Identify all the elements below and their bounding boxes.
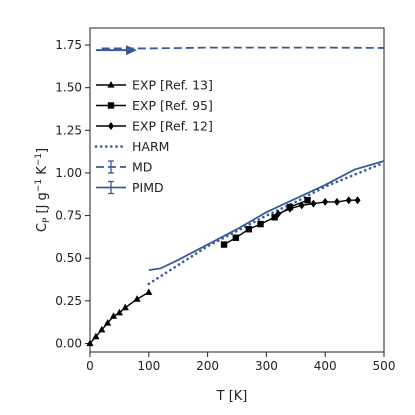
data-point-exp-ref-13 — [145, 288, 153, 295]
data-point-exp-ref-13 — [133, 295, 141, 302]
x-axis-label: T [K] — [216, 389, 248, 404]
series-line-pimd — [148, 160, 385, 272]
legend: EXP [Ref. 13] EXP [Ref. 95] EXP [Ref. 12] H… — [94, 78, 213, 195]
data-point-exp-ref-13 — [109, 312, 118, 319]
series-line-exp-ref-13 — [89, 291, 150, 344]
legend-marker-exp-ref-95 — [107, 102, 115, 109]
series-markers — [86, 196, 361, 347]
axes — [89, 27, 385, 353]
data-point-exp-ref-12 — [354, 196, 361, 205]
x-tick-label: 0 — [86, 359, 94, 373]
x-tick-label: 400 — [314, 359, 337, 373]
y-tick-label: 1.75 — [55, 38, 82, 52]
data-point-exp-ref-13 — [104, 319, 112, 326]
data-point-exp-ref-12 — [310, 199, 317, 208]
y-tick-label: 0.00 — [55, 336, 82, 350]
axis-ticks: 0 100 200 300 400 500 0.00 0.25 0.50 0.75 1.00 1.25… — [55, 38, 395, 373]
y-tick-label: 0.75 — [55, 209, 82, 223]
series-line-md — [101, 46, 385, 50]
data-point-exp-ref-13 — [115, 308, 123, 316]
legend-marker-exp-ref-13 — [107, 81, 115, 88]
x-tick-label: 500 — [373, 359, 396, 373]
y-tick-label: 0.25 — [55, 294, 82, 308]
data-point-exp-ref-95 — [220, 241, 228, 248]
data-point-exp-ref-12 — [286, 204, 293, 213]
legend-label-md: MD — [132, 160, 152, 175]
data-point-exp-ref-95 — [271, 214, 278, 221]
x-tick-label: 200 — [196, 359, 219, 373]
legend-label-pimd: PIMD — [132, 180, 164, 195]
data-point-exp-ref-95 — [304, 197, 311, 204]
legend-label-exp-ref-95: EXP [Ref. 95] — [132, 98, 213, 113]
y-tick-label: 1.25 — [55, 123, 82, 137]
y-tick-label: 1.50 — [55, 81, 82, 95]
y-tick-label: 0.50 — [55, 251, 82, 265]
plot-frame — [89, 27, 385, 353]
y-tick-label: 1.00 — [55, 166, 82, 180]
annotations — [95, 45, 138, 56]
x-tick-label: 300 — [255, 359, 278, 373]
series-line-harm — [147, 161, 386, 286]
data-point-exp-ref-12 — [333, 197, 340, 206]
data-point-exp-ref-12 — [322, 197, 329, 206]
legend-label-exp-ref-12: EXP [Ref. 12] — [132, 119, 213, 134]
data-point-exp-ref-13 — [86, 339, 94, 347]
data-point-exp-ref-12 — [298, 201, 305, 210]
arrow-head — [126, 45, 138, 56]
data-point-exp-ref-13 — [98, 325, 106, 333]
data-point-exp-ref-13 — [121, 303, 129, 311]
data-point-exp-ref-95 — [245, 226, 252, 233]
data-point-exp-ref-12 — [275, 209, 282, 218]
y-axis-label: CP [J g−1 K−1] — [34, 148, 52, 232]
data-point-exp-ref-13 — [92, 332, 100, 340]
x-tick-label: 100 — [137, 359, 160, 373]
data-point-exp-ref-95 — [232, 234, 240, 241]
legend-label-exp-ref-13: EXP [Ref. 13] — [132, 78, 213, 93]
data-point-exp-ref-95 — [257, 220, 264, 228]
legend-label-harm: HARM — [132, 139, 169, 154]
data-point-exp-ref-12 — [345, 196, 352, 205]
legend-marker-exp-ref-12 — [108, 122, 114, 130]
